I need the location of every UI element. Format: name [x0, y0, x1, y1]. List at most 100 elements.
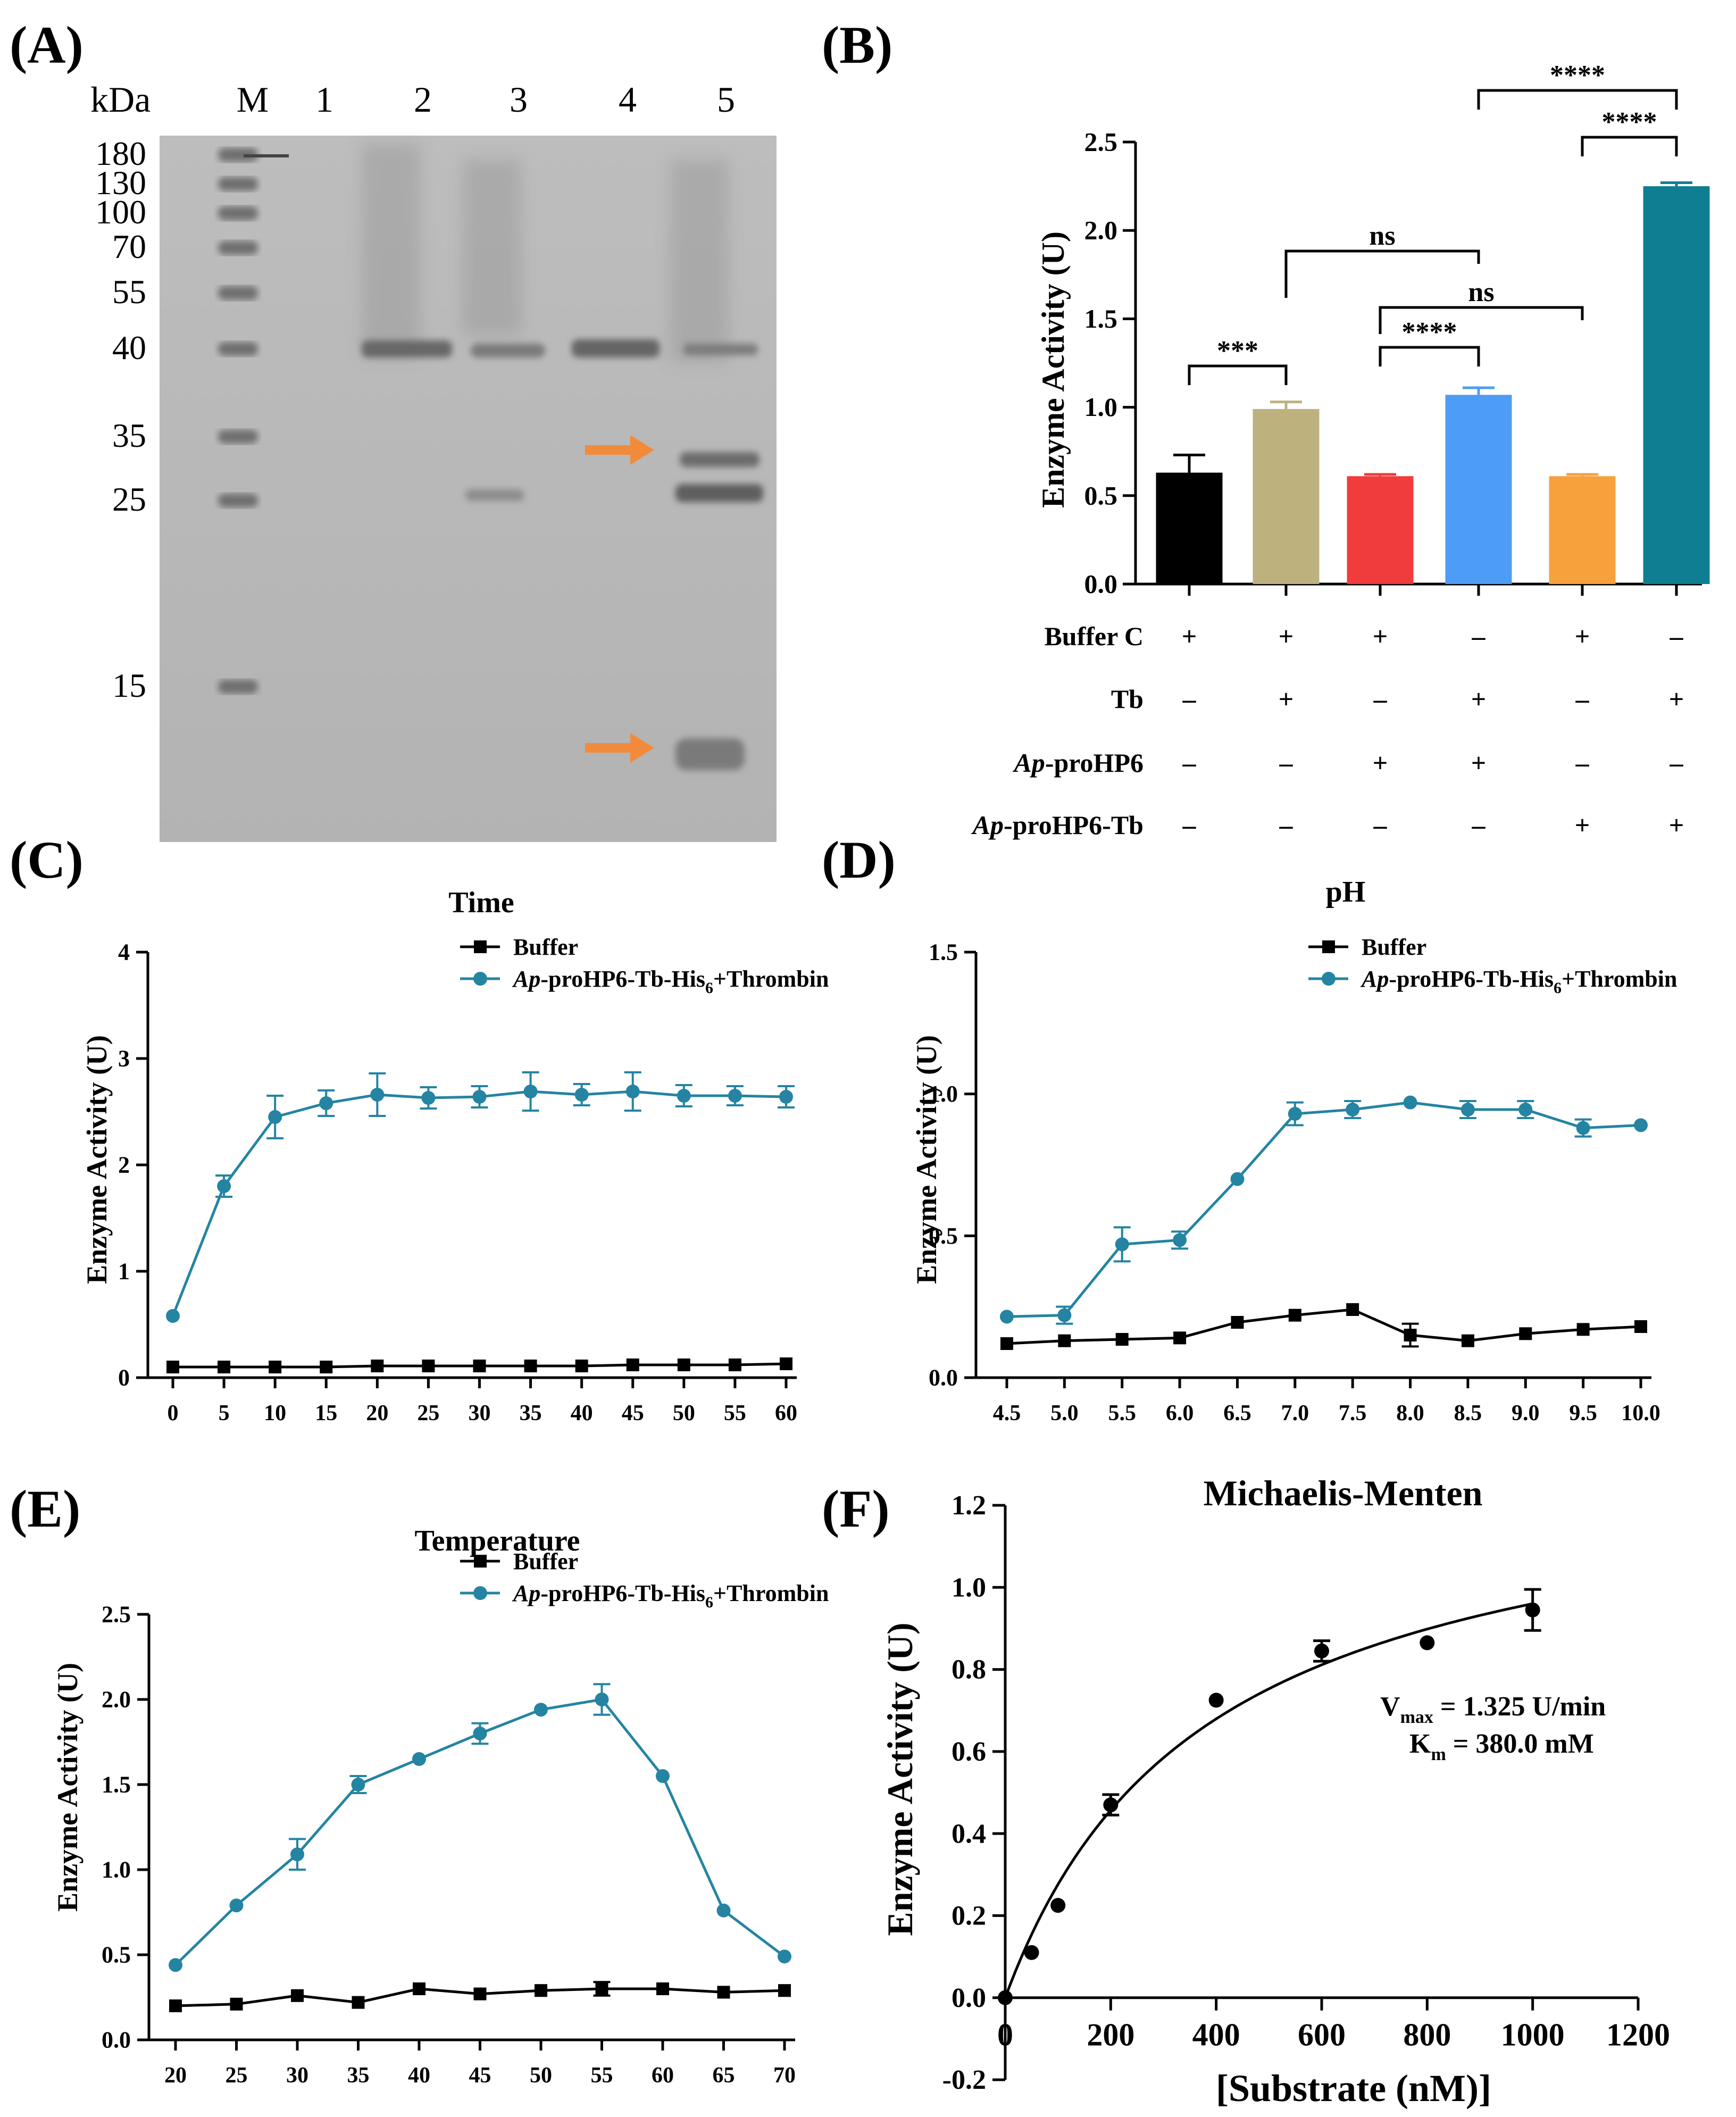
- f-point-1: [1024, 1945, 1039, 1960]
- chartC-ytick-label: 0: [118, 1365, 130, 1391]
- chartC-point-thrombin-5: [421, 1091, 436, 1105]
- condition-sign-1-5: +: [1669, 684, 1684, 714]
- chartD-point-thrombin-6: [1346, 1103, 1360, 1116]
- sig-bracket-0: [1188, 364, 1288, 385]
- chartC-xtick-label: 10: [264, 1401, 286, 1426]
- chartE-legend-label-0: Buffer: [513, 1548, 578, 1574]
- chartE-point-thrombin-6: [534, 1703, 548, 1717]
- gel-marker-label-55: 55: [112, 273, 146, 311]
- panel-f-ytick-label: 0.0: [952, 1983, 986, 2013]
- gel-bands: [362, 339, 763, 770]
- panel-d: (D) pH Enzyme Activity (U) 0.0 0.5 1.0 1.5 4…: [822, 830, 1677, 1426]
- panel-d-ylabel: Enzyme Activity (U): [911, 1035, 942, 1284]
- legend-tail: +Thrombin: [713, 1580, 829, 1606]
- gel-marker-band-15: [218, 680, 258, 694]
- scatter-chart-f: -0.2 0.0 0.2 0.4 0.6 0.8 1.0 1.2 0 200 400 600 800 10…: [942, 1490, 1670, 2095]
- gel-marker-band-25: [218, 494, 258, 507]
- gel-marker-label-25: 25: [112, 480, 146, 518]
- chartE-ytick-label: 1.5: [102, 1772, 131, 1798]
- gel-marker-label-15: 15: [112, 666, 146, 704]
- chartC-xtick-label: 5: [219, 1401, 230, 1426]
- km-annotation: Km = 380.0 mM: [1409, 1729, 1594, 1764]
- chartE-xtick-label: 65: [713, 2063, 735, 2088]
- chartD-ytick-label: 1.0: [929, 1081, 958, 1107]
- panel-f-xtick-label: 1000: [1501, 2018, 1565, 2053]
- sig-bracket-5: [1477, 89, 1678, 110]
- chartC-point-thrombin-8: [574, 1088, 589, 1102]
- legend-italic: Ap: [512, 1580, 540, 1606]
- gel-marker-label-180: 180: [95, 135, 146, 172]
- legend-tail: +Thrombin: [1562, 966, 1677, 992]
- condition-sign-2-5: –: [1670, 748, 1684, 778]
- panel-f-ylabel: Enzyme Activity (U): [880, 1622, 920, 1936]
- panel-f-title: Michaelis-Menten: [1204, 1473, 1483, 1513]
- chartE-point-thrombin-4: [412, 1752, 426, 1766]
- chartC-xtick-label: 15: [315, 1401, 337, 1426]
- gel-marker-label-40: 40: [112, 329, 146, 366]
- chartD-xtick-label: 9.0: [1512, 1401, 1540, 1426]
- condition-sign-2-1: –: [1279, 748, 1293, 778]
- gel-smears: [362, 144, 729, 362]
- gel-marker-band-180: [218, 148, 258, 162]
- legend-sub: 6: [1554, 979, 1562, 997]
- panel-f-ytick-label: 0.6: [952, 1737, 986, 1767]
- line-chart-d: 0.0 0.5 1.0 1.5 4.5 5.0 5.5 6.0 6.5 7.0 7.5 8.0 8.5 9…: [929, 934, 1677, 1426]
- chartD-ytick-label: 0.0: [929, 1365, 958, 1391]
- chartE-ytick-label: 0.0: [102, 2027, 131, 2053]
- chartE-xtick-label: 40: [408, 2063, 430, 2088]
- chartC-xtick-label: 35: [520, 1401, 542, 1426]
- f-point-0: [998, 1990, 1013, 2005]
- panel-b-ytick-label: 1.0: [1084, 392, 1118, 422]
- gel-marker-label-100: 100: [95, 193, 146, 231]
- panel-f-ytick-label: 0.2: [952, 1901, 986, 1931]
- chartD-point-buffer-3: [1173, 1331, 1187, 1345]
- chartC-point-buffer-9: [626, 1358, 639, 1371]
- chartC-ytick-label: 1: [118, 1258, 130, 1285]
- panel-f-xlabel: [Substrate (nM)]: [1216, 2067, 1491, 2110]
- panel-b-ylabel: Enzyme Activity (U): [1036, 231, 1071, 508]
- chartD-point-buffer-11: [1634, 1320, 1647, 1333]
- chartC-point-thrombin-11: [728, 1089, 742, 1103]
- chartC-xtick-label: 30: [469, 1401, 491, 1426]
- chartD-point-thrombin-2: [1115, 1237, 1129, 1252]
- chartD-point-buffer-1: [1058, 1334, 1071, 1347]
- chartC-xtick-label: 55: [724, 1401, 746, 1426]
- condition-sign-3-4: +: [1575, 810, 1590, 840]
- gel-lane-label-1: 1: [315, 79, 333, 120]
- chartD-xtick-label: 9.5: [1569, 1401, 1597, 1426]
- chartE-xtick-label: 35: [347, 2063, 370, 2088]
- condition-label-suffix: -proHP6-Tb: [1004, 810, 1144, 840]
- condition-sign-1-4: –: [1575, 684, 1590, 714]
- condition-sign-3-1: –: [1279, 810, 1293, 840]
- chartE-point-buffer-3: [352, 1996, 365, 2009]
- condition-sign-1-3: +: [1471, 684, 1487, 714]
- condition-sign-0-3: –: [1472, 621, 1486, 651]
- arrow-band-upper: [585, 435, 654, 465]
- chartD-ytick-label: 0.5: [929, 1223, 958, 1249]
- gel-marker-label-70: 70: [112, 228, 146, 265]
- sig-bracket-1: [1284, 249, 1480, 298]
- chartC-xtick-label: 50: [673, 1401, 695, 1426]
- chartE-point-thrombin-1: [229, 1898, 244, 1913]
- sig-bracket-3: [1379, 306, 1584, 334]
- f-point-5: [1314, 1643, 1329, 1658]
- chartD-point-buffer-0: [1000, 1337, 1013, 1350]
- chartD-xtick-label: 7.5: [1339, 1401, 1367, 1426]
- chartE-xtick-label: 45: [469, 2063, 491, 2088]
- panel-c-ylabel: Enzyme Activity (U): [81, 1035, 113, 1284]
- chartE-ytick-label: 2.5: [102, 1602, 131, 1628]
- chartE-point-thrombin-7: [595, 1693, 609, 1706]
- chartD-xtick-label: 7.0: [1281, 1401, 1309, 1426]
- chartE-xtick-label: 20: [164, 2063, 187, 2088]
- chartE-xtick-label: 25: [226, 2063, 248, 2088]
- panel-f-ytick-label: 0.4: [952, 1819, 986, 1849]
- chartD-point-thrombin-3: [1173, 1233, 1187, 1247]
- panel-b-ytick-label: 1.5: [1084, 304, 1118, 334]
- chartC-point-buffer-2: [269, 1361, 282, 1373]
- legend-italic: Ap: [512, 966, 540, 992]
- band-lane3-25kda: [465, 489, 524, 501]
- sig-label-4: ****: [1602, 107, 1657, 137]
- bar-2: [1347, 476, 1414, 584]
- panel-c-title: Time: [448, 886, 514, 919]
- chartC-point-buffer-0: [166, 1361, 179, 1373]
